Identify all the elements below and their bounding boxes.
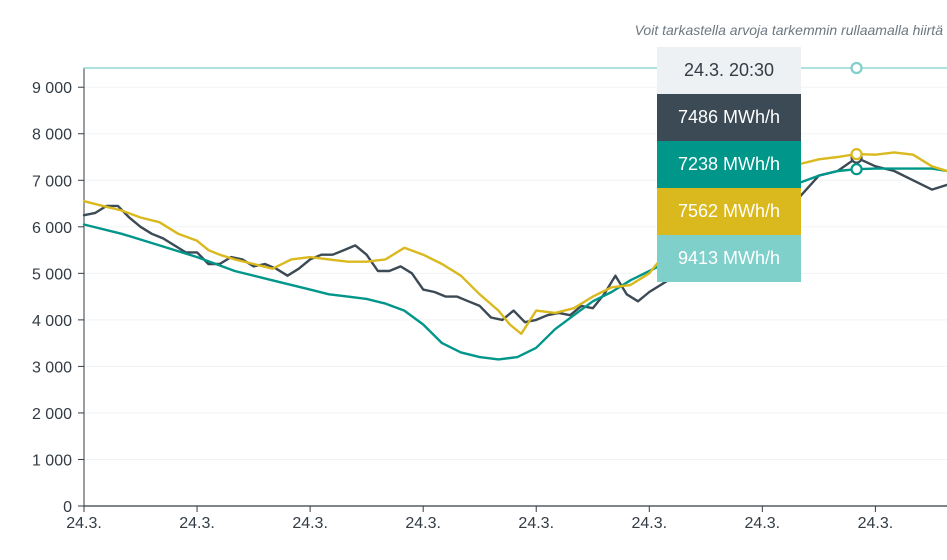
x-tick-label: 24.3. <box>405 515 441 532</box>
series-light-hover-marker <box>850 61 863 75</box>
y-tick-label: 6 000 <box>32 220 72 237</box>
x-tick-label: 24.3. <box>66 515 102 532</box>
y-tick-label: 0 <box>63 499 72 516</box>
y-tick-label: 5 000 <box>32 266 72 283</box>
x-tick-label: 24.3. <box>179 515 215 532</box>
series-yellow-hover-marker <box>850 148 863 161</box>
y-tick-label: 9 000 <box>32 80 72 97</box>
tooltip-value-dark: 7486 MWh/h <box>657 94 801 141</box>
y-tick-label: 7 000 <box>32 173 72 190</box>
x-tick-label: 24.3. <box>631 515 667 532</box>
chart-tooltip: 24.3. 20:30 7486 MWh/h 7238 MWh/h 7562 M… <box>657 47 801 282</box>
y-tick-label: 2 000 <box>32 406 72 423</box>
x-tick-label: 24.3. <box>518 515 554 532</box>
hover-markers <box>850 61 863 176</box>
tooltip-date: 24.3. 20:30 <box>657 47 801 94</box>
series-yellow-line <box>82 151 947 335</box>
series-teal-line <box>82 167 947 361</box>
y-axis: 0 1 000 2 000 3 000 4 000 5 000 6 000 7 000 8 00… <box>32 68 85 516</box>
y-tick-label: 3 000 <box>32 359 72 376</box>
series-lines <box>82 67 947 361</box>
y-tick-label: 4 000 <box>32 313 72 330</box>
y-tick-label: 1 000 <box>32 452 72 469</box>
series-teal-hover-marker <box>850 163 863 176</box>
tooltip-value-teal: 7238 MWh/h <box>657 141 801 188</box>
x-tick-label: 24.3. <box>292 515 328 532</box>
y-tick-label: 8 000 <box>32 127 72 144</box>
x-axis: 24.3. 24.3. 24.3. 24.3. 24.3. 24.3. 24.3. 24.3. <box>66 505 947 532</box>
scroll-hint: Voit tarkastella arvoja tarkemmin rullaa… <box>634 22 943 38</box>
x-tick-label: 24.3. <box>858 515 894 532</box>
x-tick-label: 24.3. <box>745 515 781 532</box>
tooltip-value-light: 9413 MWh/h <box>657 235 801 282</box>
tooltip-value-yellow: 7562 MWh/h <box>657 188 801 235</box>
series-dark-line <box>82 156 947 324</box>
grid-lines <box>84 86 947 507</box>
